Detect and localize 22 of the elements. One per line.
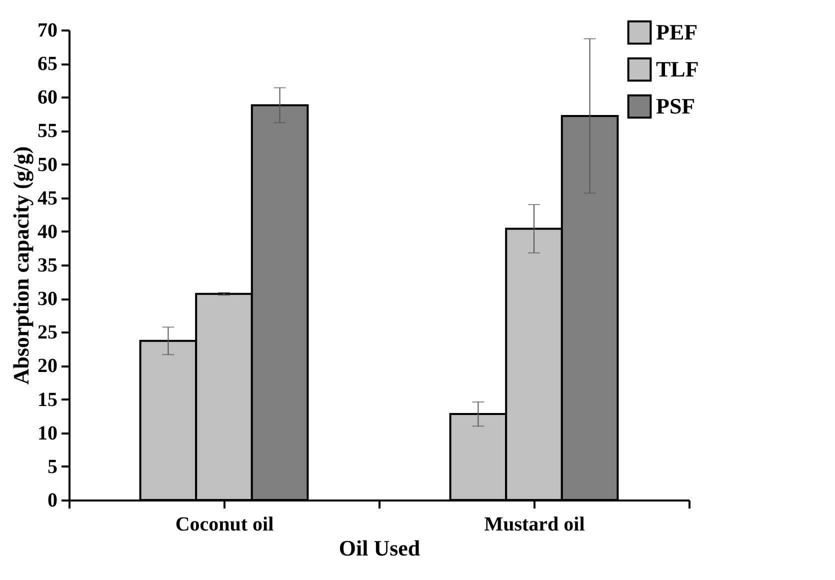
y-tick-label: 20 (38, 355, 58, 378)
y-tick-label: 60 (38, 86, 58, 109)
legend-label: PEF (656, 20, 698, 44)
y-tick-label: 45 (38, 187, 58, 210)
y-tick-label: 40 (38, 220, 58, 243)
y-tick-label: 50 (38, 154, 58, 176)
y-tick-label: 0 (48, 490, 58, 512)
legend-label: PSF (656, 94, 696, 118)
x-tick-label: Mustard oil (484, 514, 586, 536)
y-tick-label: 70 (38, 20, 58, 42)
y-tick-label: 25 (38, 322, 58, 344)
y-tick-label: 35 (38, 254, 58, 276)
y-tick-label: 5 (48, 456, 58, 478)
legend-label: TLF (656, 56, 699, 82)
y-tick-label: 15 (38, 388, 58, 411)
y-tick-label: 10 (38, 422, 58, 444)
y-tick-label: 30 (38, 288, 58, 310)
y-tick-label: 55 (38, 120, 58, 142)
y-tick-label: 65 (38, 53, 58, 76)
x-axis-title: Oil Used (338, 536, 420, 560)
y-axis-title: Absorption capacity (g/g) (8, 146, 34, 385)
x-tick-label: Coconut oil (175, 514, 274, 536)
